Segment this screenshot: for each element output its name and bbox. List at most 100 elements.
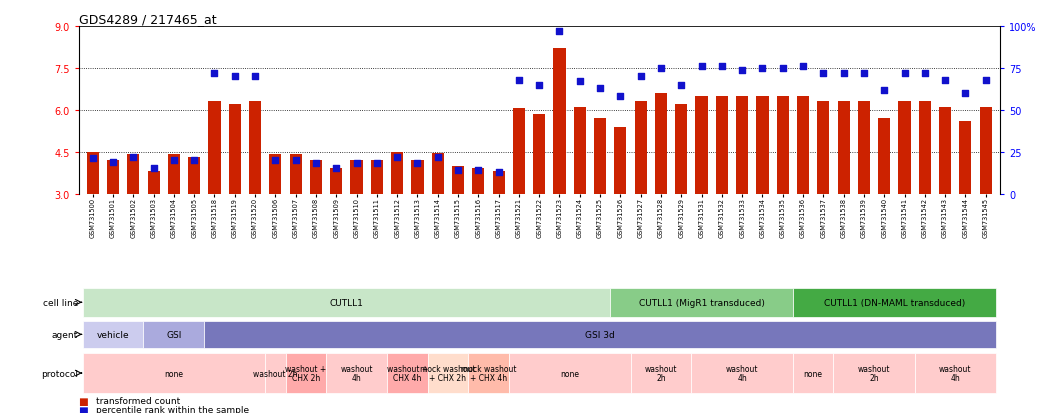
Text: CUTLL1: CUTLL1 bbox=[330, 298, 363, 307]
Bar bbox=[918, 102, 931, 194]
Bar bbox=[188, 158, 200, 194]
Bar bbox=[756, 97, 768, 194]
Bar bbox=[204, 321, 996, 348]
Bar bbox=[228, 105, 241, 194]
Point bbox=[490, 169, 507, 176]
Point bbox=[308, 161, 325, 167]
Bar bbox=[411, 161, 424, 194]
Bar bbox=[554, 49, 565, 194]
Point bbox=[815, 70, 831, 77]
Bar bbox=[427, 353, 468, 393]
Point bbox=[795, 64, 811, 70]
Point bbox=[206, 70, 223, 77]
Bar bbox=[777, 97, 788, 194]
Bar bbox=[83, 288, 610, 317]
Bar bbox=[857, 102, 870, 194]
Point bbox=[531, 82, 548, 89]
Text: transformed count: transformed count bbox=[96, 396, 180, 405]
Point bbox=[551, 28, 567, 35]
Bar bbox=[148, 172, 160, 194]
Point bbox=[349, 161, 365, 167]
Point bbox=[449, 167, 466, 174]
Bar bbox=[838, 102, 850, 194]
Point bbox=[287, 157, 304, 164]
Point bbox=[632, 74, 649, 81]
Point bbox=[247, 74, 264, 81]
Text: ■: ■ bbox=[79, 396, 88, 406]
Point bbox=[734, 67, 751, 74]
Bar bbox=[392, 152, 403, 194]
Bar bbox=[818, 102, 829, 194]
Bar bbox=[691, 353, 793, 393]
Point bbox=[977, 77, 994, 84]
Bar bbox=[128, 155, 139, 194]
Bar bbox=[594, 119, 606, 194]
Text: mock washout
+ CHX 2h: mock washout + CHX 2h bbox=[420, 364, 475, 382]
Bar bbox=[290, 155, 302, 194]
Bar bbox=[83, 321, 143, 348]
Bar bbox=[431, 154, 444, 194]
Bar bbox=[980, 108, 992, 194]
Bar bbox=[736, 97, 749, 194]
Bar bbox=[615, 127, 626, 194]
Text: none: none bbox=[804, 369, 823, 377]
Bar bbox=[87, 152, 98, 194]
Bar bbox=[249, 102, 261, 194]
Point bbox=[388, 154, 405, 161]
Point bbox=[916, 70, 933, 77]
Point bbox=[896, 70, 913, 77]
Bar bbox=[330, 169, 342, 194]
Text: washout
4h: washout 4h bbox=[726, 364, 758, 382]
Bar bbox=[452, 166, 464, 194]
Bar bbox=[468, 353, 509, 393]
Point bbox=[409, 161, 426, 167]
Bar bbox=[898, 102, 911, 194]
Bar bbox=[208, 102, 221, 194]
Point bbox=[673, 82, 690, 89]
Bar bbox=[492, 172, 505, 194]
Bar bbox=[574, 108, 586, 194]
Text: washout
4h: washout 4h bbox=[340, 364, 373, 382]
Text: mock washout
+ CHX 4h: mock washout + CHX 4h bbox=[461, 364, 516, 382]
Point bbox=[836, 70, 852, 77]
Text: CUTLL1 (MigR1 transduced): CUTLL1 (MigR1 transduced) bbox=[639, 298, 764, 307]
Point bbox=[612, 94, 629, 100]
Text: washout
4h: washout 4h bbox=[939, 364, 972, 382]
Bar bbox=[472, 169, 485, 194]
Bar bbox=[675, 105, 687, 194]
Text: agent: agent bbox=[52, 330, 79, 339]
Bar bbox=[387, 353, 427, 393]
Text: GSI: GSI bbox=[166, 330, 181, 339]
Point bbox=[105, 159, 121, 166]
Text: none: none bbox=[164, 369, 183, 377]
Bar bbox=[143, 321, 204, 348]
Text: washout 2h: washout 2h bbox=[253, 369, 297, 377]
Bar bbox=[610, 288, 793, 317]
Point bbox=[693, 64, 710, 70]
Text: protocol: protocol bbox=[41, 369, 79, 377]
Bar bbox=[509, 353, 630, 393]
Point bbox=[146, 166, 162, 172]
Text: percentile rank within the sample: percentile rank within the sample bbox=[96, 405, 249, 413]
Bar bbox=[793, 288, 996, 317]
Point bbox=[267, 157, 284, 164]
Bar bbox=[654, 94, 667, 194]
Bar bbox=[168, 155, 180, 194]
Text: GSI 3d: GSI 3d bbox=[585, 330, 615, 339]
Bar bbox=[371, 161, 383, 194]
Point bbox=[652, 65, 669, 72]
Bar bbox=[83, 353, 265, 393]
Point bbox=[592, 85, 608, 92]
Point bbox=[165, 157, 182, 164]
Bar bbox=[286, 353, 326, 393]
Point bbox=[85, 156, 102, 162]
Point bbox=[369, 161, 385, 167]
Bar bbox=[630, 353, 691, 393]
Text: GDS4289 / 217465_at: GDS4289 / 217465_at bbox=[79, 13, 216, 26]
Point bbox=[125, 154, 141, 161]
Point bbox=[511, 77, 528, 84]
Text: CUTLL1 (DN-MAML transduced): CUTLL1 (DN-MAML transduced) bbox=[824, 298, 965, 307]
Text: washout
2h: washout 2h bbox=[857, 364, 890, 382]
Text: washout
2h: washout 2h bbox=[645, 364, 677, 382]
Point bbox=[185, 157, 202, 164]
